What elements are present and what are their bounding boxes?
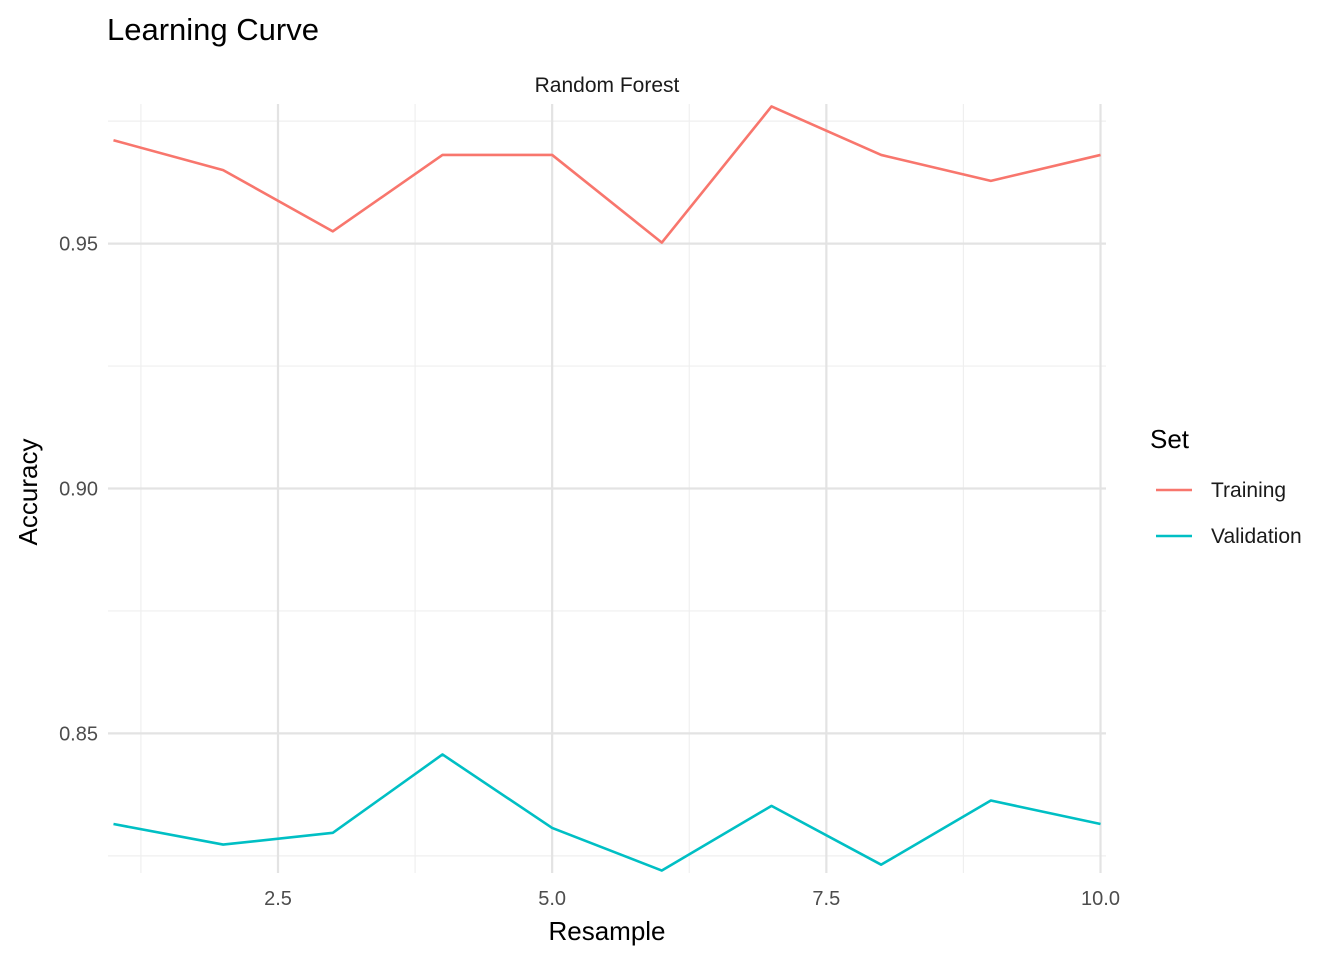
x-tick-label: 2.5 <box>264 888 292 910</box>
gridlines <box>108 104 1106 873</box>
x-axis-title: Resample <box>548 916 665 946</box>
series-line-validation <box>113 753 1101 872</box>
chart-title: Learning Curve <box>107 12 319 47</box>
axis-tick-labels: 2.5 5.0 7.5 10.0 0.85 0.90 0.95 <box>59 234 1120 910</box>
x-tick-label: 7.5 <box>812 888 840 910</box>
legend-label-validation: Validation <box>1211 525 1302 548</box>
series-lines <box>113 105 1101 872</box>
x-tick-label: 5.0 <box>538 888 566 910</box>
y-tick-label: 0.90 <box>59 479 98 501</box>
x-tick-label: 10.0 <box>1081 888 1120 910</box>
facet-strip-label: Random Forest <box>535 74 680 97</box>
legend-title: Set <box>1150 424 1190 454</box>
y-tick-label: 0.85 <box>59 723 98 745</box>
legend: Set Training Validation <box>1150 424 1302 548</box>
y-axis-title: Accuracy <box>13 439 43 546</box>
legend-label-training: Training <box>1211 479 1286 502</box>
series-line-training <box>113 105 1101 244</box>
y-tick-label: 0.95 <box>59 234 98 256</box>
